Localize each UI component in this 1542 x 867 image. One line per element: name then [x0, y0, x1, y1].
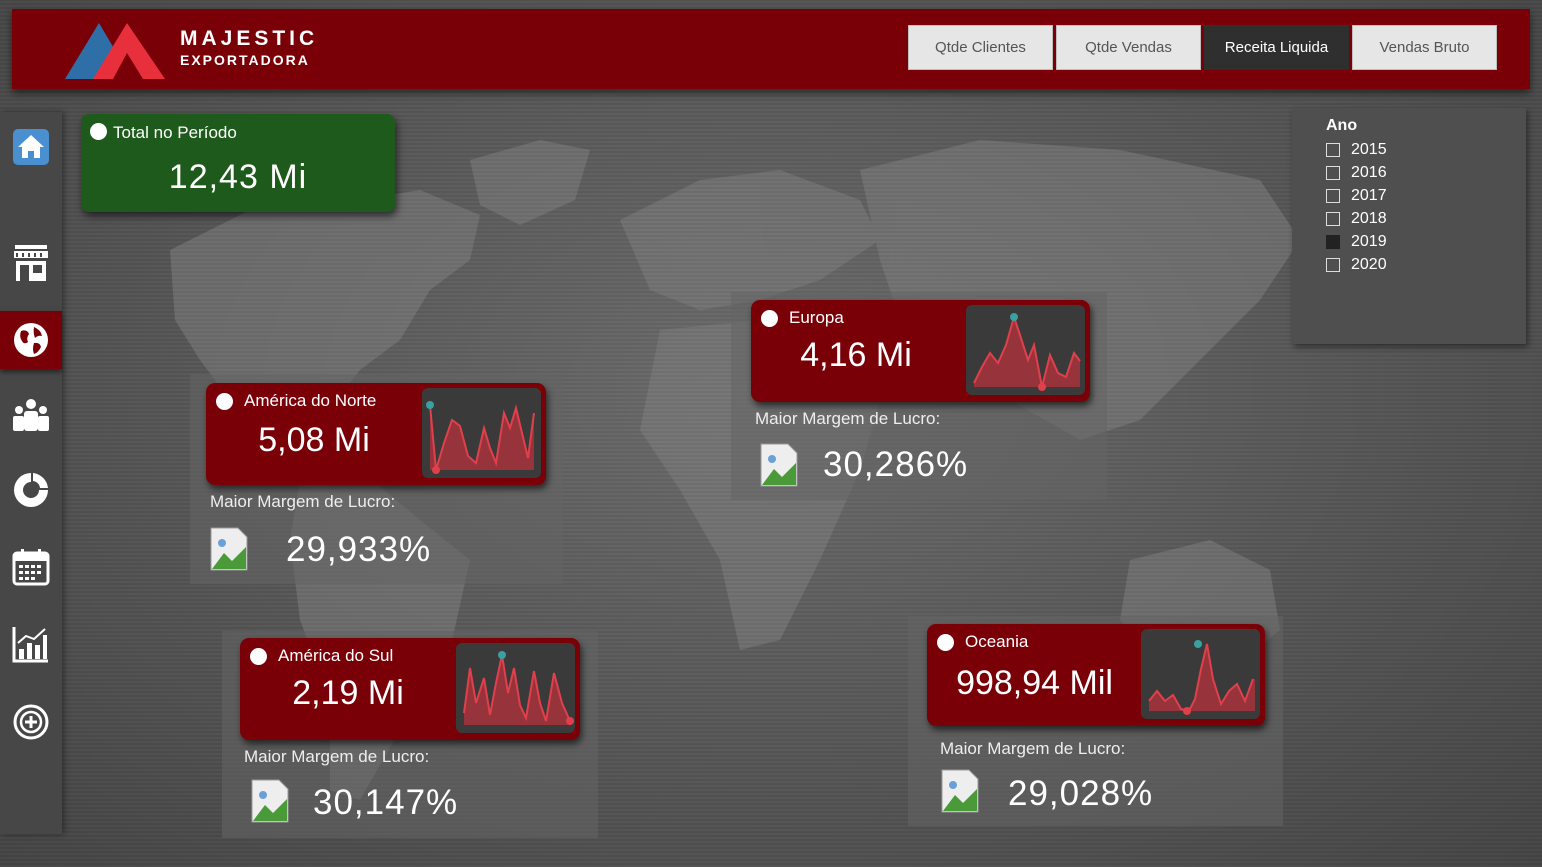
region-name: América do Norte	[244, 391, 377, 410]
total-value: 12,43 Mi	[168, 158, 308, 196]
region-value: 4,16 Mi	[800, 336, 912, 374]
nav-donut[interactable]	[0, 461, 62, 519]
year-label: 2019	[1351, 233, 1387, 250]
add-circle-icon	[13, 704, 49, 740]
broken-image-icon	[760, 443, 798, 487]
total-toggle[interactable]	[90, 123, 107, 140]
margin-value: 30,147%	[313, 783, 459, 822]
tab-qtde-clientes[interactable]: Qtde Clientes	[908, 25, 1053, 70]
region-name: América do Sul	[278, 646, 394, 665]
nav-calendar[interactable]	[0, 538, 62, 596]
header-bar: MAJESTIC EXPORTADORA Qtde Clientes Qtde …	[12, 9, 1530, 89]
checkbox-checked[interactable]	[1326, 235, 1340, 249]
checkbox[interactable]	[1326, 143, 1340, 157]
region-sparkline	[966, 305, 1085, 395]
region-card-north-america[interactable]: América do Norte 5,08 Mi	[206, 383, 546, 485]
margin-value: 30,286%	[823, 445, 969, 484]
region-value: 2,19 Mi	[292, 674, 404, 712]
map-europe	[620, 170, 880, 310]
region-toggle[interactable]	[761, 310, 778, 327]
checkbox[interactable]	[1326, 258, 1340, 272]
logo-icon	[65, 23, 165, 79]
margin-label: Maior Margem de Lucro:	[940, 739, 1126, 758]
filter-title: Ano	[1326, 117, 1358, 134]
margin-label: Maior Margem de Lucro:	[755, 409, 941, 428]
nav-bar-chart[interactable]	[0, 615, 62, 673]
year-option-2018[interactable]: 2018	[1326, 208, 1387, 230]
total-label: Total no Período	[113, 123, 237, 142]
brand-subtitle: EXPORTADORA	[180, 52, 310, 68]
margin-label: Maior Margem de Lucro:	[210, 492, 396, 511]
region-toggle[interactable]	[937, 634, 954, 651]
broken-image-icon	[941, 769, 979, 813]
year-label: 2016	[1351, 164, 1387, 181]
metric-tabs: Qtde Clientes Qtde Vendas Receita Liquid…	[908, 25, 1497, 70]
nav-add[interactable]	[0, 693, 62, 751]
region-toggle[interactable]	[250, 648, 267, 665]
year-option-2015[interactable]: 2015	[1326, 139, 1387, 161]
max-point	[498, 651, 506, 659]
max-point	[1010, 313, 1018, 321]
region-toggle[interactable]	[216, 393, 233, 410]
nav-globe[interactable]	[0, 311, 62, 369]
region-card-europe[interactable]: Europa 4,16 Mi	[751, 300, 1090, 402]
year-label: 2017	[1351, 187, 1387, 204]
globe-icon	[14, 323, 48, 357]
region-sparkline	[422, 388, 541, 478]
year-option-2020[interactable]: 2020	[1326, 254, 1387, 276]
sidebar	[0, 112, 62, 834]
home-icon	[13, 129, 49, 165]
brand-name: MAJESTIC	[180, 27, 319, 50]
min-point	[432, 466, 440, 474]
max-point	[1194, 640, 1202, 648]
year-option-2019[interactable]: 2019	[1326, 231, 1387, 253]
people-icon	[13, 399, 49, 431]
store-icon	[14, 245, 48, 281]
year-label: 2015	[1351, 141, 1387, 158]
region-name: Oceania	[965, 632, 1029, 651]
region-sparkline	[456, 643, 575, 733]
nav-home[interactable]	[0, 118, 62, 176]
tab-qtde-vendas[interactable]: Qtde Vendas	[1056, 25, 1201, 70]
region-card-oceania[interactable]: Oceania 998,94 Mil	[927, 624, 1265, 726]
map-greenland	[470, 140, 590, 225]
nav-store[interactable]	[0, 234, 62, 292]
region-sparkline	[1141, 629, 1260, 719]
region-value: 5,08 Mi	[258, 421, 370, 459]
max-point	[426, 401, 434, 409]
margin-value: 29,933%	[286, 530, 432, 569]
tab-vendas-bruto[interactable]: Vendas Bruto	[1352, 25, 1497, 70]
min-point	[566, 717, 574, 725]
year-label: 2018	[1351, 210, 1387, 227]
year-filter: Ano 2015 2016 2017 2018 2019 2020	[1292, 108, 1526, 344]
margin-value: 29,028%	[1008, 774, 1154, 813]
min-point	[1038, 383, 1046, 391]
region-value: 998,94 Mil	[956, 664, 1113, 702]
region-name: Europa	[789, 308, 844, 327]
tab-receita-liquida[interactable]: Receita Liquida	[1204, 25, 1349, 70]
brand: MAJESTIC EXPORTADORA	[180, 27, 318, 69]
broken-image-icon	[251, 779, 289, 823]
year-label: 2020	[1351, 256, 1387, 273]
checkbox[interactable]	[1326, 212, 1340, 226]
donut-chart-icon	[14, 473, 48, 507]
calendar-icon	[12, 549, 50, 586]
broken-image-icon	[210, 527, 248, 571]
year-option-2016[interactable]: 2016	[1326, 162, 1387, 184]
margin-label: Maior Margem de Lucro:	[244, 747, 430, 766]
min-point	[1183, 707, 1191, 715]
region-card-south-america[interactable]: América do Sul 2,19 Mi	[240, 638, 580, 740]
total-card: Total no Período 12,43 Mi	[81, 114, 395, 212]
checkbox[interactable]	[1326, 189, 1340, 203]
checkbox[interactable]	[1326, 166, 1340, 180]
bar-chart-icon	[12, 627, 48, 663]
year-option-2017[interactable]: 2017	[1326, 185, 1387, 207]
nav-people[interactable]	[0, 386, 62, 444]
